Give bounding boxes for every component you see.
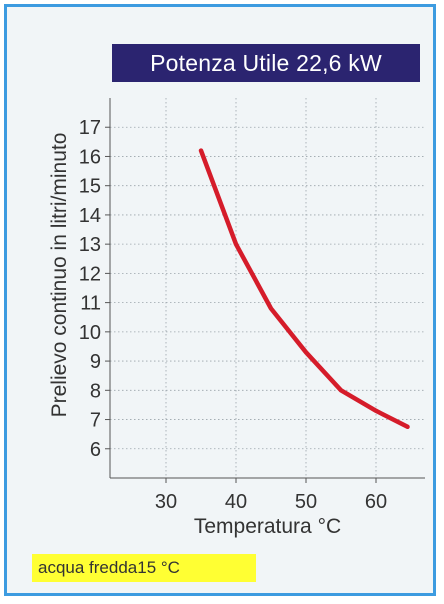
y-tick-label: 14 [79, 205, 101, 227]
y-tick-label: 10 [79, 322, 101, 344]
y-tick-label: 7 [90, 410, 101, 432]
x-tick-label: 30 [155, 491, 177, 513]
x-tick-label: 40 [225, 491, 247, 513]
x-tick-label: 50 [295, 491, 317, 513]
series-line [198, 148, 410, 430]
chart-title: Potenza Utile 22,6 kW [112, 44, 420, 82]
y-tick-label: 13 [79, 234, 101, 256]
y-tick-label: 15 [79, 176, 101, 198]
y-tick-label: 17 [79, 117, 101, 139]
grid [110, 98, 425, 478]
y-axis-label: Prelievo continuo in litri/minuto [48, 132, 71, 418]
y-tick-label: 12 [79, 263, 101, 285]
y-tick-label: 8 [90, 380, 101, 402]
chart-panel [4, 4, 436, 596]
y-tick-label: 16 [79, 146, 101, 168]
x-axis-label: Temperatura °C [194, 515, 341, 538]
ticks: 6 7 8 9 10 11 12 13 14 15 16 17 30 40 50 60 Temperatura … [79, 117, 387, 538]
y-tick-label: 6 [90, 439, 101, 461]
x-tick-label: 60 [365, 491, 387, 513]
cold-water-note: acqua fredda15 °C [32, 554, 256, 582]
y-tick-label: 9 [90, 351, 101, 373]
y-tick-label: 11 [80, 293, 101, 315]
